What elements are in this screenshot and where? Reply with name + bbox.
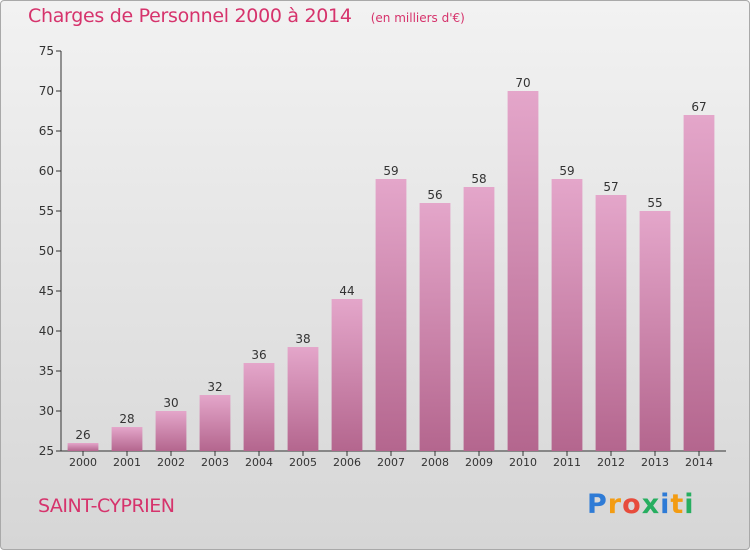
bar: [507, 91, 539, 451]
bar: [243, 363, 275, 451]
data-label: 59: [383, 164, 398, 178]
x-tick-label: 2008: [421, 456, 449, 469]
bar: [199, 395, 231, 451]
data-label: 70: [515, 76, 530, 90]
proxiti-logo: Proxiti: [587, 489, 695, 520]
y-tick-label: 70: [39, 84, 54, 98]
y-tick-label: 35: [39, 364, 54, 378]
data-label: 30: [163, 396, 178, 410]
data-label: 67: [691, 100, 706, 114]
y-tick-label: 45: [39, 284, 54, 298]
data-label: 56: [427, 188, 442, 202]
x-tick-label: 2014: [685, 456, 713, 469]
data-label: 58: [471, 172, 486, 186]
bar: [551, 179, 583, 451]
x-tick-label: 2012: [597, 456, 625, 469]
y-tick-label: 65: [39, 124, 54, 138]
commune-name: SAINT-CYPRIEN: [38, 495, 175, 517]
data-label: 59: [559, 164, 574, 178]
data-label: 26: [75, 428, 90, 442]
x-tick-label: 2010: [509, 456, 537, 469]
x-tick-label: 2004: [245, 456, 273, 469]
bar: [683, 115, 715, 451]
data-label: 44: [339, 284, 354, 298]
bar: [463, 187, 495, 451]
data-label: 57: [603, 180, 618, 194]
y-tick-label: 75: [39, 44, 54, 58]
title-row: Charges de Personnel 2000 à 2014 (en mil…: [28, 5, 465, 27]
chart-title: Charges de Personnel 2000 à 2014: [28, 5, 352, 27]
y-tick-label: 50: [39, 244, 54, 258]
bar: [155, 411, 187, 451]
x-tick-label: 2013: [641, 456, 669, 469]
data-label: 36: [251, 348, 266, 362]
y-tick-label: 55: [39, 204, 54, 218]
x-tick-label: 2000: [69, 456, 97, 469]
x-tick-label: 2007: [377, 456, 405, 469]
y-tick-label: 25: [39, 444, 54, 458]
x-tick-label: 2001: [113, 456, 141, 469]
bar: [639, 211, 671, 451]
data-label: 55: [647, 196, 662, 210]
x-tick-label: 2011: [553, 456, 581, 469]
bar: [595, 195, 627, 451]
data-label: 38: [295, 332, 310, 346]
data-label: 32: [207, 380, 222, 394]
x-tick-label: 2006: [333, 456, 361, 469]
bar: [111, 427, 143, 451]
bar: [331, 299, 363, 451]
x-tick-label: 2002: [157, 456, 185, 469]
y-tick-label: 60: [39, 164, 54, 178]
data-label: 28: [119, 412, 134, 426]
y-tick-label: 30: [39, 404, 54, 418]
bar: [419, 203, 451, 451]
x-tick-label: 2005: [289, 456, 317, 469]
y-tick-label: 40: [39, 324, 54, 338]
bar: [375, 179, 407, 451]
x-tick-label: 2003: [201, 456, 229, 469]
chart-subtitle: (en milliers d'€): [370, 11, 465, 25]
bar: [67, 443, 99, 451]
bar: [287, 347, 319, 451]
x-tick-label: 2009: [465, 456, 493, 469]
